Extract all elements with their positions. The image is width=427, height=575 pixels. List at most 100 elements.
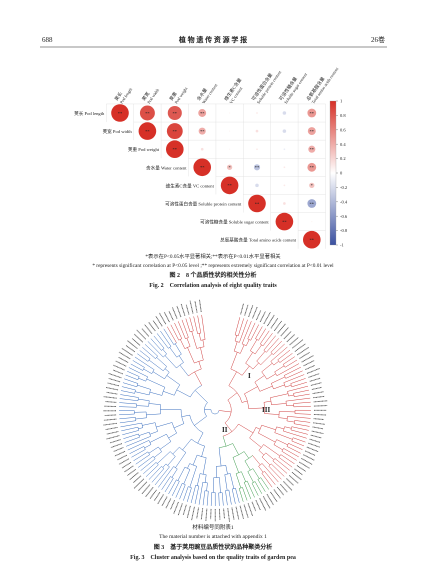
branch <box>293 405 311 408</box>
branch <box>190 485 196 504</box>
leaf-label-trace <box>112 369 123 375</box>
branch-arc <box>224 399 232 424</box>
leaf-label-trace <box>308 373 320 378</box>
fig2-caption-zh: 图 2 8 个品质性状的相关性分析 <box>169 271 256 279</box>
branch <box>255 326 263 339</box>
leaf-label-trace <box>248 305 254 318</box>
leaf-label-trace <box>115 360 127 367</box>
branch <box>200 347 204 361</box>
fig3-note-en: The material number is attached with app… <box>159 534 267 540</box>
leaf-label-trace <box>155 316 163 327</box>
branch <box>252 455 261 466</box>
row-label-en: Soluble protein content <box>198 202 242 207</box>
leaf-label-trace <box>185 304 190 315</box>
significance-label: ** <box>118 111 123 116</box>
row-label: 总氨基酸含量 Total amino acids content <box>220 237 297 244</box>
branch <box>164 478 174 493</box>
branch <box>201 445 205 457</box>
branch <box>246 480 255 498</box>
branch <box>260 477 269 490</box>
branch <box>149 431 158 435</box>
branch <box>239 319 248 343</box>
branch-arc <box>161 466 165 469</box>
leaf-label-trace <box>114 450 126 457</box>
branch-arc <box>141 423 143 428</box>
branch <box>202 339 205 347</box>
leaf-label-trace <box>177 503 183 516</box>
branch <box>231 488 236 504</box>
colorbar-label: -0.8 <box>340 228 348 233</box>
leaf-label-trace <box>168 310 174 321</box>
branch <box>191 331 198 349</box>
leaf-label-trace <box>110 443 123 448</box>
correlation-circle <box>229 148 231 150</box>
leaf-label-trace <box>158 312 167 325</box>
branch <box>148 446 159 454</box>
leaf-label-trace <box>273 320 282 332</box>
leaf-label-trace <box>259 498 267 511</box>
branch-arc <box>174 384 181 396</box>
branch-arc <box>179 446 187 453</box>
branch <box>175 483 183 498</box>
branch <box>145 464 159 477</box>
leaf-label-trace <box>108 373 122 379</box>
branch <box>122 382 137 388</box>
fig3-note-zh: 材料编号同附表1 <box>192 523 234 531</box>
branch <box>284 359 298 368</box>
significance-label: ** <box>173 147 178 152</box>
branch <box>290 429 308 435</box>
branch <box>168 479 177 495</box>
branch-arc <box>281 448 284 452</box>
branch-arc <box>261 471 265 474</box>
branch <box>288 443 303 450</box>
branch <box>241 471 246 482</box>
leaf-label-trace <box>301 355 314 363</box>
branch <box>258 450 265 456</box>
branch <box>235 473 242 489</box>
significance-label: * <box>311 183 314 188</box>
branch <box>284 426 292 429</box>
leaf-label-trace <box>259 311 266 323</box>
leaf-label-trace <box>109 439 121 444</box>
row-label-en: Total amino acids content <box>249 238 297 243</box>
branch <box>177 467 186 481</box>
branch <box>261 362 273 373</box>
branch <box>250 339 258 351</box>
colorbar-label: -0.2 <box>340 185 347 190</box>
row-label: 荚重 Pod weight <box>128 146 160 153</box>
branch <box>283 356 295 365</box>
branch <box>235 488 240 503</box>
branch <box>179 484 186 500</box>
branch <box>174 322 183 339</box>
branch <box>244 460 251 471</box>
leaf-label-trace <box>294 343 306 352</box>
branch-arc <box>163 353 167 358</box>
branch <box>123 433 139 439</box>
branch <box>170 324 180 341</box>
correlation-circle <box>275 212 294 231</box>
branch <box>146 378 165 388</box>
branch <box>271 403 287 406</box>
leaf-label-trace <box>240 303 244 315</box>
fig2-caption-en: Fig. 2 Correlation analysis of eight qua… <box>149 283 277 289</box>
branch <box>218 410 232 413</box>
branch-arc <box>185 337 189 339</box>
leaf-label-trace <box>113 364 125 371</box>
leaf-label-trace <box>277 323 286 334</box>
branch <box>218 447 222 467</box>
branch-arc <box>263 350 267 353</box>
leaf-label-trace <box>251 501 257 512</box>
leaf-label-trace <box>136 329 147 340</box>
correlation-circle <box>193 158 211 177</box>
branch <box>148 403 161 405</box>
branch-arc <box>170 476 174 479</box>
leaf-label-trace <box>170 500 175 510</box>
correlation-circle <box>307 108 317 118</box>
leaf-label-trace <box>106 435 120 440</box>
branch <box>166 375 180 385</box>
branch <box>263 335 276 351</box>
leaf-label-trace <box>244 304 249 316</box>
branch <box>140 458 156 471</box>
significance-label: ** <box>200 111 205 116</box>
leaf-label-trace <box>104 414 117 416</box>
